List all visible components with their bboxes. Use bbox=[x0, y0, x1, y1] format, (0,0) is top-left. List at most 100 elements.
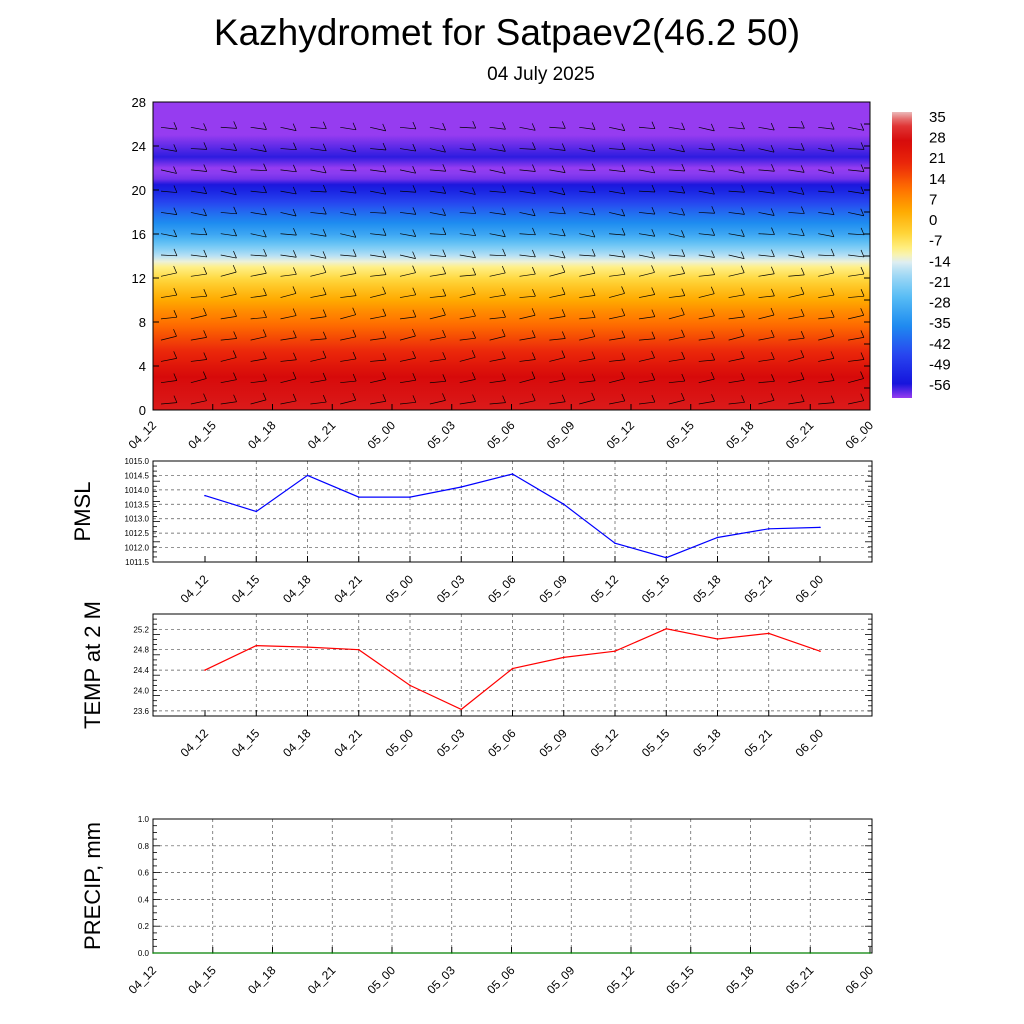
wind-barb bbox=[638, 401, 655, 405]
wind-barb bbox=[758, 233, 775, 235]
wind-barb-feather bbox=[681, 230, 685, 238]
wind-barb bbox=[579, 317, 596, 320]
wind-barb bbox=[190, 212, 207, 217]
wind-barb-feather bbox=[591, 229, 596, 238]
wind-barb bbox=[698, 233, 715, 236]
wind-barb-feather bbox=[741, 373, 745, 381]
wind-barb-feather bbox=[502, 144, 506, 152]
wind-barb-feather bbox=[323, 184, 327, 193]
wind-barb bbox=[848, 254, 865, 258]
x-tick-label: 04_12 bbox=[178, 726, 212, 760]
wind-barb bbox=[848, 148, 865, 150]
wind-barb bbox=[190, 126, 207, 131]
wind-barb bbox=[250, 212, 267, 216]
wind-barb-feather bbox=[352, 307, 357, 315]
wind-barb-feather bbox=[502, 287, 506, 296]
wind-barb bbox=[668, 148, 685, 153]
wind-barb-feather bbox=[382, 123, 387, 132]
wind-barb bbox=[698, 337, 715, 341]
wind-barb bbox=[340, 380, 357, 384]
wind-barb-feather bbox=[173, 373, 178, 381]
wind-barb-feather bbox=[382, 394, 387, 402]
wind-barb-feather bbox=[442, 186, 447, 194]
wind-barb-feather bbox=[531, 308, 536, 316]
wind-barb bbox=[489, 294, 506, 298]
wind-barb-feather bbox=[770, 208, 775, 216]
wind-barb bbox=[399, 169, 416, 174]
wind-barb-feather bbox=[352, 185, 357, 194]
x-tick-label: 04_12 bbox=[126, 963, 160, 997]
wind-barb bbox=[638, 148, 655, 152]
colorbar-label: -56 bbox=[929, 377, 951, 394]
wind-barb bbox=[638, 254, 655, 259]
wind-barb-feather bbox=[412, 143, 417, 152]
data-point bbox=[869, 952, 871, 954]
wind-barb bbox=[250, 169, 267, 172]
wind-barb-feather bbox=[860, 289, 865, 297]
wind-barb bbox=[250, 399, 267, 405]
wind-barb-feather bbox=[412, 251, 416, 259]
wind-barb-feather bbox=[352, 351, 357, 360]
x-tick-label: 04_15 bbox=[229, 572, 263, 606]
wind-barb-feather bbox=[352, 329, 357, 337]
wind-barb-feather bbox=[472, 372, 476, 380]
wind-barb-feather bbox=[830, 122, 835, 130]
wind-barb bbox=[220, 316, 237, 320]
wind-barb bbox=[370, 126, 386, 132]
wind-barb bbox=[758, 254, 775, 258]
data-point bbox=[767, 528, 770, 530]
wind-barb-feather bbox=[621, 371, 625, 379]
wind-barb-feather bbox=[442, 164, 447, 172]
wind-barb-feather bbox=[292, 123, 297, 131]
wind-barb bbox=[399, 401, 416, 405]
wind-barb-feather bbox=[651, 184, 656, 193]
colorbar: 35 28 21 14 7 0 -7 -14 -21 -28 -35 -42 -49 -56 bbox=[892, 109, 951, 398]
wind-barb bbox=[579, 212, 596, 216]
wind-barb bbox=[459, 274, 476, 277]
wind-barb-feather bbox=[830, 185, 835, 193]
x-tick-label: 05_09 bbox=[536, 572, 570, 606]
wind-barb-feather bbox=[352, 144, 357, 153]
y-axis-title: TEMP at 2 M bbox=[80, 601, 105, 729]
wind-barb bbox=[519, 359, 536, 362]
wind-barb bbox=[638, 169, 655, 174]
data-point bbox=[510, 952, 513, 954]
wind-barb bbox=[609, 190, 625, 195]
wind-barb-feather bbox=[591, 122, 596, 130]
wind-barb-feather bbox=[322, 331, 327, 339]
data-point bbox=[331, 952, 334, 954]
wind-barb bbox=[549, 401, 566, 405]
wind-barb-feather bbox=[472, 308, 476, 317]
wind-barb-feather bbox=[531, 208, 536, 216]
wind-barb bbox=[728, 169, 745, 174]
wind-barb-feather bbox=[531, 393, 536, 401]
wind-barb bbox=[728, 233, 745, 237]
y-tick-label: 1.0 bbox=[138, 815, 150, 824]
wind-barb bbox=[220, 169, 237, 173]
wind-barb-feather bbox=[232, 350, 237, 358]
wind-barb-feather bbox=[472, 250, 476, 258]
wind-barb bbox=[788, 401, 805, 405]
x-tick-label: 05_21 bbox=[783, 963, 817, 997]
wind-barb-feather bbox=[801, 120, 805, 129]
wind-barb bbox=[340, 273, 357, 277]
wind-barb bbox=[609, 212, 625, 217]
wind-barb bbox=[549, 357, 565, 362]
wind-barb-feather bbox=[352, 208, 357, 216]
wind-barb-feather bbox=[741, 185, 745, 193]
wind-barb bbox=[818, 316, 835, 320]
wind-barb bbox=[429, 233, 446, 235]
wind-barb bbox=[519, 126, 536, 131]
wind-barb bbox=[220, 379, 237, 384]
wind-barb bbox=[788, 233, 805, 237]
wind-barb bbox=[370, 378, 386, 384]
x-tick-label: 05_06 bbox=[484, 418, 518, 452]
wind-barb bbox=[160, 233, 177, 238]
wind-barb bbox=[519, 400, 536, 405]
wind-barb bbox=[370, 169, 387, 173]
wind-barb bbox=[370, 359, 387, 362]
wind-barb-feather bbox=[203, 186, 207, 194]
wind-barb-feather bbox=[621, 123, 626, 131]
wind-barb bbox=[579, 190, 596, 194]
wind-barb-feather bbox=[203, 208, 207, 216]
